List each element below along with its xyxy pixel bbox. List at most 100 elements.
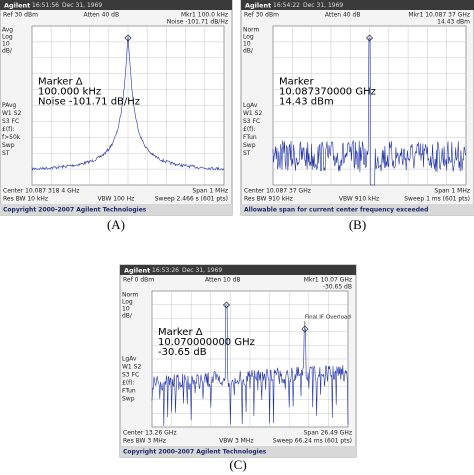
attenuation: Atten 10 dB xyxy=(205,277,241,284)
side-label: f>50k xyxy=(2,134,21,141)
side-label: 10 xyxy=(2,41,10,48)
center-freq: Center 13.26 GHz xyxy=(123,430,177,437)
side-label: W1 S2 xyxy=(2,110,21,117)
marker-diamond xyxy=(223,301,230,309)
header-bar xyxy=(120,265,356,275)
attenuation: Atten 40 dB xyxy=(325,12,361,19)
span: Span 1 MHz xyxy=(192,188,228,195)
side-label: £(f): xyxy=(122,380,135,387)
side-label: S3 FC xyxy=(2,118,19,125)
side-label: ST xyxy=(2,150,10,157)
side-label: Avg xyxy=(2,27,13,34)
caption: (A) xyxy=(107,217,125,232)
vbw: VBW 3 MHz xyxy=(219,438,253,445)
side-label: W1 S2 xyxy=(243,110,262,117)
side-label: £(f): xyxy=(2,126,15,133)
marker-readout-value: 14.43 dBm xyxy=(437,19,470,26)
sweep: Sweep 66.24 ms (601 pts) xyxy=(273,438,352,445)
marker-box-line: Noise -101.71 dB/Hz xyxy=(38,97,140,108)
date: Dec 31, 1969 xyxy=(62,2,102,9)
trace xyxy=(31,36,225,172)
analyzer-screen: Agilent 16:53:26 Dec 31, 1969 Ref 0 dBm Atte… xyxy=(119,264,357,458)
marker-box-line: 10.087370000 GHz xyxy=(279,87,376,98)
side-label: Log xyxy=(122,299,133,306)
caption: (B) xyxy=(349,217,366,232)
brand: Agilent xyxy=(124,267,150,275)
side-label: Log xyxy=(2,34,13,41)
span: Span 26.49 GHz xyxy=(304,430,352,437)
time: 16:53:26 xyxy=(152,267,179,274)
marker-readout-value: -30.65 dB xyxy=(323,284,352,291)
trace xyxy=(151,304,349,426)
vbw: VBW 100 Hz xyxy=(97,196,134,203)
trace xyxy=(272,37,467,186)
sweep: Sweep 2.466 s (601 pts) xyxy=(155,196,228,203)
marker-diamond xyxy=(124,34,132,42)
marker-readout: Mkr1 100.0 kHz xyxy=(181,12,228,19)
side-label: 10 xyxy=(122,306,130,313)
marker-readout: Mkr1 10.07 GHz xyxy=(304,277,352,284)
side-label: PAvg xyxy=(2,102,17,109)
footer-bar xyxy=(120,446,356,457)
side-label: dB/ xyxy=(2,48,13,55)
date: Dec 31, 1969 xyxy=(182,267,222,274)
center-freq: Center 10.087 37 GHz xyxy=(244,188,311,195)
time: 16:51:56 xyxy=(32,2,59,9)
ref-level: Ref 30 dBm xyxy=(244,12,279,19)
side-label: S3 FC xyxy=(243,118,260,125)
brand: Agilent xyxy=(4,2,30,10)
marker-box-line: 14.43 dBm xyxy=(279,97,334,108)
res-bw: Res BW 3 MHz xyxy=(123,438,166,445)
footer-bar xyxy=(241,204,474,215)
date: Dec 31, 1969 xyxy=(303,2,343,9)
side-label: £(f): xyxy=(243,126,256,133)
header-bar xyxy=(0,0,232,10)
ref-level: Ref 0 dBm xyxy=(123,277,154,284)
side-label: Swp xyxy=(122,396,135,403)
time: 16:54:22 xyxy=(273,2,300,9)
marker-box-line: Marker xyxy=(279,77,314,88)
side-label: 10 xyxy=(243,41,251,48)
attenuation: Atten 40 dB xyxy=(84,12,120,19)
marker-diamond xyxy=(366,34,373,42)
res-bw: Res BW 10 kHz xyxy=(3,196,48,203)
annotation: Final IF Overload xyxy=(305,315,351,321)
footer-bar xyxy=(0,204,232,215)
side-label: S3 FC xyxy=(122,372,139,379)
analyzer-screen: Agilent 16:51:56 Dec 31, 1969 Ref 30 dBm Att… xyxy=(0,0,233,216)
ref-level: Ref 30 dBm xyxy=(3,12,38,19)
overload-diamond xyxy=(301,325,309,333)
vbw: VBW 910 kHz xyxy=(339,196,379,203)
side-label: dB/ xyxy=(243,48,254,55)
res-bw: Res BW 910 kHz xyxy=(244,196,293,203)
caption: (C) xyxy=(229,457,246,472)
side-label: Norm xyxy=(122,292,139,299)
span: Span 1 MHz xyxy=(434,188,470,195)
side-label: Log xyxy=(243,34,254,41)
marker-readout: Mkr1 10.087 37 GHz xyxy=(408,12,470,19)
side-label: LgAv xyxy=(243,102,258,109)
side-label: FTun xyxy=(122,388,136,395)
footer: Allowable span for current center freque… xyxy=(244,207,428,214)
header-bar xyxy=(241,0,474,10)
marker-box-line: Marker Δ xyxy=(38,77,83,88)
brand: Agilent xyxy=(245,2,271,10)
marker-readout-value: Noise -101.71 dB/Hz xyxy=(167,19,228,26)
center-freq: Center 10.087 318 4 GHz xyxy=(3,188,79,195)
side-label: FTun xyxy=(243,134,257,141)
marker-box-line: Marker Δ xyxy=(158,327,203,338)
side-label: Swp xyxy=(243,142,256,149)
side-label: Swp xyxy=(2,142,15,149)
footer: Copyright 2000-2007 Agilent Technologies xyxy=(3,207,147,214)
side-label: dB/ xyxy=(122,313,133,320)
side-label: LgAv xyxy=(122,356,137,363)
sweep: Sweep 1 ms (601 pts) xyxy=(404,196,470,203)
side-label: W1 S2 xyxy=(122,364,141,371)
side-label: ST xyxy=(243,150,251,157)
marker-box-line: 10.070000000 GHz xyxy=(158,337,255,348)
marker-box-line: 100.000 kHz xyxy=(38,87,101,98)
side-label: Norm xyxy=(243,27,260,34)
footer: Copyright 2000-2007 Agilent Technologies xyxy=(123,449,267,456)
marker-box-line: -30.65 dB xyxy=(158,347,207,358)
